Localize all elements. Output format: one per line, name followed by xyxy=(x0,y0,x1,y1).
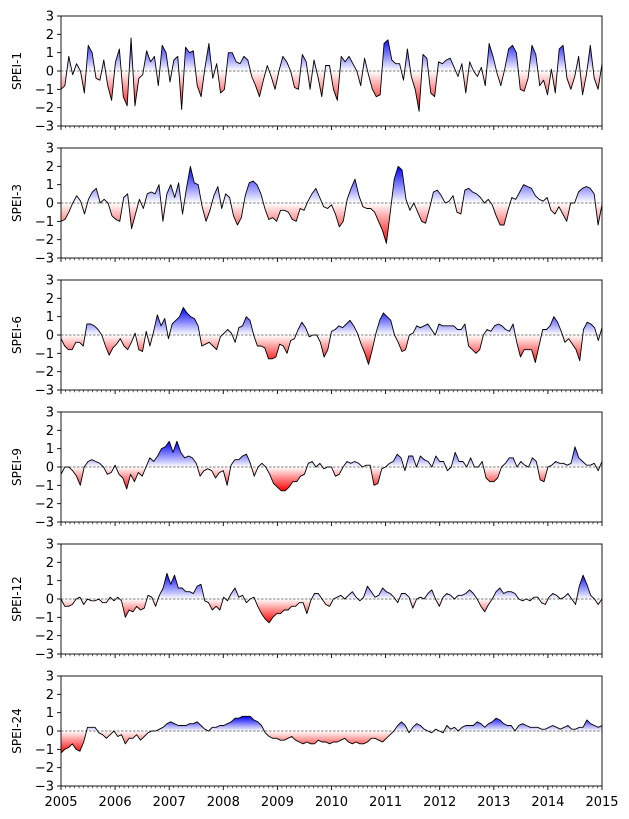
x-tick-label: 2013 xyxy=(477,795,510,810)
y-tick-label: 2 xyxy=(46,688,54,703)
x-tick-label: 2007 xyxy=(153,795,186,810)
y-tick-label: 2 xyxy=(46,556,54,571)
y-tick-label: −1 xyxy=(35,83,54,98)
negative-area xyxy=(61,731,602,753)
y-tick-label: −3 xyxy=(35,648,54,663)
negative-area xyxy=(61,599,602,623)
y-tick-label: 3 xyxy=(46,538,54,553)
x-tick-label: 2008 xyxy=(207,795,240,810)
positive-area xyxy=(61,716,602,731)
y-axis-label: SPEI-1 xyxy=(10,52,24,90)
positive-area xyxy=(61,307,602,335)
y-axis-label: SPEI-6 xyxy=(10,316,24,354)
y-tick-label: 3 xyxy=(46,10,54,25)
y-tick-label: −2 xyxy=(35,497,54,512)
positive-area xyxy=(61,166,602,203)
panel-spei-24: −3 −2 −1 0 1 2 3 SPEI-24 2005 2006 2007 2008 2009 201… xyxy=(10,670,619,811)
y-tick-label: 0 xyxy=(46,461,54,476)
y-tick-label: 3 xyxy=(46,274,54,289)
y-tick-label: −1 xyxy=(35,347,54,362)
y-tick-label: 1 xyxy=(46,574,54,589)
y-tick-label: −2 xyxy=(35,761,54,776)
negative-area xyxy=(61,467,602,491)
y-tick-label: −1 xyxy=(35,215,54,230)
y-tick-label: 0 xyxy=(46,329,54,344)
negative-area xyxy=(61,203,602,244)
y-tick-label: 3 xyxy=(46,406,54,421)
y-axis-label: SPEI-9 xyxy=(10,448,24,486)
y-tick-label: −3 xyxy=(35,780,54,795)
y-tick-label: −3 xyxy=(35,252,54,267)
y-axis-label: SPEI-24 xyxy=(10,708,24,754)
positive-area xyxy=(61,573,602,599)
panel-spei-6: −3 −2 −1 0 1 2 3 SPEI-6 xyxy=(10,274,603,399)
x-tick-label: 2009 xyxy=(261,795,294,810)
x-tick-label: 2011 xyxy=(369,795,402,810)
y-tick-label: 3 xyxy=(46,142,54,157)
y-tick-label: −1 xyxy=(35,743,54,758)
positive-area xyxy=(61,441,602,467)
y-tick-label: 1 xyxy=(46,46,54,61)
y-tick-label: 1 xyxy=(46,178,54,193)
panel-spei-12: −3 −2 −1 0 1 2 3 SPEI-12 xyxy=(10,538,603,663)
series-line xyxy=(60,572,603,624)
y-tick-label: 2 xyxy=(46,160,54,175)
y-tick-label: 2 xyxy=(46,424,54,439)
y-axis-label: SPEI-3 xyxy=(10,184,24,222)
y-tick-label: 0 xyxy=(46,65,54,80)
y-tick-label: −3 xyxy=(35,120,54,135)
series-line xyxy=(60,715,603,754)
y-tick-label: −1 xyxy=(35,479,54,494)
y-tick-label: −2 xyxy=(35,365,54,380)
series-line xyxy=(60,440,603,492)
y-tick-label: 1 xyxy=(46,706,54,721)
series-line xyxy=(60,307,603,365)
x-tick-label: 2015 xyxy=(585,795,618,810)
negative-area xyxy=(61,71,602,112)
y-tick-label: 1 xyxy=(46,310,54,325)
y-tick-label: 2 xyxy=(46,28,54,43)
y-tick-label: −2 xyxy=(35,233,54,248)
y-axis-label: SPEI-12 xyxy=(10,576,24,622)
x-tick-label: 2005 xyxy=(44,795,77,810)
y-tick-label: −3 xyxy=(35,516,54,531)
y-tick-label: −2 xyxy=(35,101,54,116)
y-tick-label: −2 xyxy=(35,629,54,644)
series-line xyxy=(60,37,603,112)
y-tick-label: −1 xyxy=(35,611,54,626)
panel-spei-3: −3 −2 −1 0 1 2 3 SPEI-3 xyxy=(10,142,603,267)
y-tick-label: 0 xyxy=(46,197,54,212)
y-tick-label: 0 xyxy=(46,725,54,740)
y-tick-label: 3 xyxy=(46,670,54,685)
series-line xyxy=(60,165,603,244)
panel-spei-1: −3 −2 −1 0 1 2 3 SPEI-1 xyxy=(10,10,603,135)
negative-area xyxy=(61,335,602,365)
x-tick-label: 2014 xyxy=(531,795,564,810)
y-tick-label: −3 xyxy=(35,384,54,399)
panel-spei-9: −3 −2 −1 0 1 2 3 SPEI-9 xyxy=(10,406,603,531)
x-tick-label: 2012 xyxy=(423,795,456,810)
y-tick-label: 1 xyxy=(46,442,54,457)
y-tick-label: 2 xyxy=(46,292,54,307)
x-tick-label: 2006 xyxy=(99,795,132,810)
x-tick-label: 2010 xyxy=(315,795,348,810)
y-tick-label: 0 xyxy=(46,593,54,608)
